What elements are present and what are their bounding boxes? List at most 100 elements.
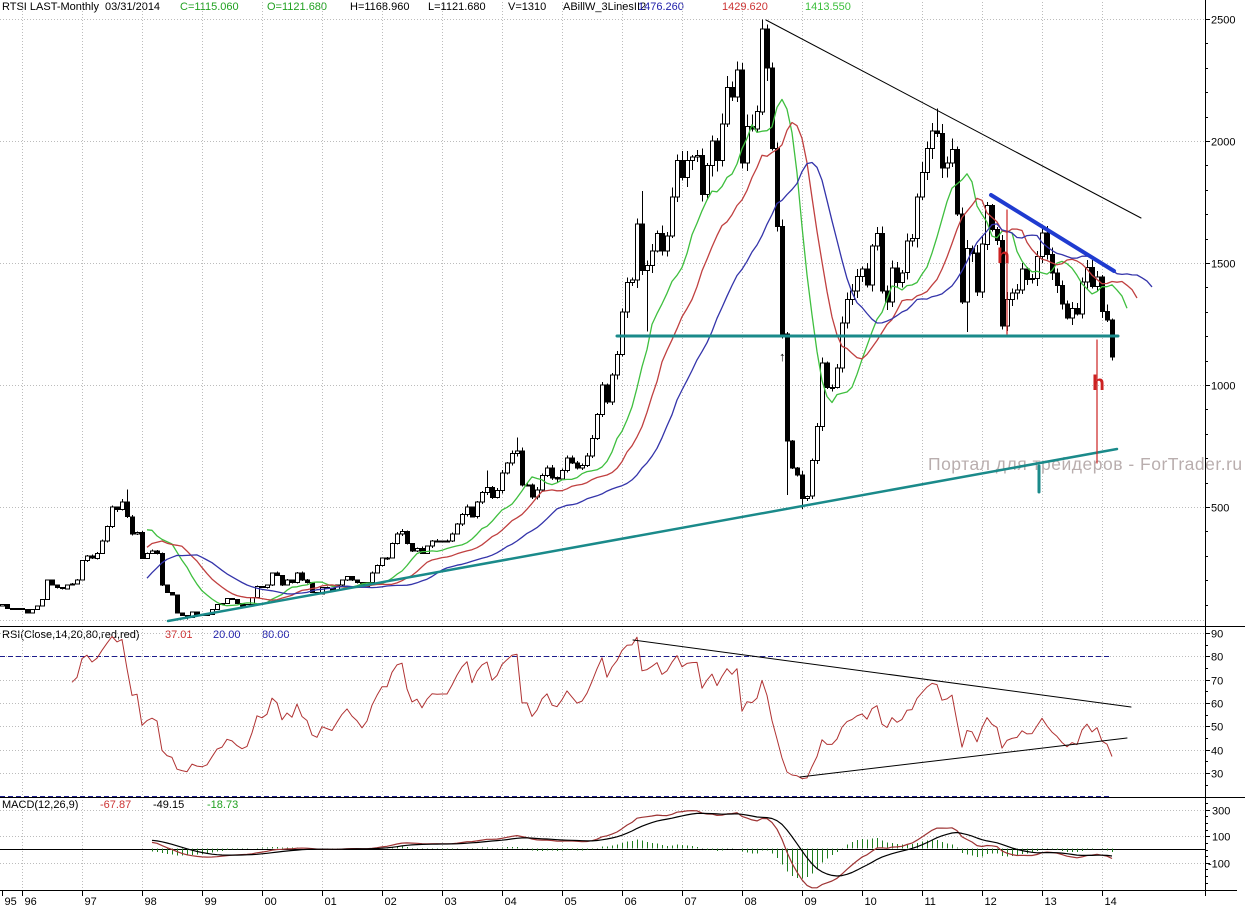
down-candle xyxy=(1060,285,1065,305)
up-candle xyxy=(735,69,740,98)
up-candle xyxy=(110,506,115,527)
down-candle xyxy=(520,450,525,486)
up-candle xyxy=(340,579,345,586)
up-candle xyxy=(870,245,875,286)
down-candle xyxy=(730,86,735,98)
down-candle xyxy=(1045,232,1050,256)
up-candle xyxy=(1080,281,1085,315)
up-candle xyxy=(425,545,430,554)
down-candle xyxy=(640,223,645,271)
down-candle xyxy=(575,462,580,469)
down-candle xyxy=(895,267,900,283)
up-candle xyxy=(375,565,380,574)
macd-hist-value: -18.73 xyxy=(207,799,239,811)
down-candle xyxy=(1110,319,1115,358)
down-candle xyxy=(765,28,770,69)
rsi-descending-trendline[interactable] xyxy=(632,639,1132,708)
down-candle xyxy=(55,584,60,588)
rsi-level-high: 80.00 xyxy=(262,629,290,641)
up-candle xyxy=(580,465,585,469)
pattern-upper-trendline[interactable] xyxy=(765,19,1142,219)
up-candle xyxy=(590,438,595,457)
down-candle xyxy=(50,579,55,586)
up-candle xyxy=(650,250,655,266)
up-candle xyxy=(625,282,630,313)
down-candle xyxy=(780,225,785,335)
up-candle xyxy=(930,130,935,149)
up-candle xyxy=(565,457,570,471)
down-candle xyxy=(550,467,555,479)
alligator-jaw-line xyxy=(146,161,1153,595)
rsi-ascending-trendline[interactable] xyxy=(799,737,1128,778)
up-candle xyxy=(515,450,520,454)
macd-histogram xyxy=(152,838,1113,879)
up-candle xyxy=(900,272,905,284)
down-candle xyxy=(235,599,240,604)
year-axis-label: 98 xyxy=(145,896,157,908)
down-candle xyxy=(90,555,95,559)
down-candle xyxy=(180,612,185,616)
year-axis-label: 96 xyxy=(25,896,37,908)
up-candle xyxy=(45,579,50,601)
down-candle xyxy=(275,572,280,576)
up-candle xyxy=(915,196,920,240)
down-candle xyxy=(25,609,30,614)
up-candle xyxy=(430,540,435,547)
down-candle xyxy=(785,333,790,442)
up-candle xyxy=(145,552,150,559)
up-candle xyxy=(920,172,925,198)
up-candle xyxy=(685,160,690,179)
down-candle xyxy=(405,530,410,545)
up-candle xyxy=(0,604,5,607)
rsi-line xyxy=(71,636,1113,780)
year-axis-label: 08 xyxy=(745,896,757,908)
down-candle xyxy=(305,579,310,584)
up-candle xyxy=(655,233,660,252)
up-candle xyxy=(1035,255,1040,280)
price-axis-label: 1500 xyxy=(1211,259,1235,271)
up-candle xyxy=(705,164,710,196)
price-axis-label: 2000 xyxy=(1211,137,1235,149)
down-candle xyxy=(470,506,475,518)
down-candle xyxy=(960,213,965,303)
rsi-axis-label: 70 xyxy=(1211,676,1223,688)
up-candle xyxy=(135,531,140,535)
up-candle xyxy=(560,469,565,480)
down-candle xyxy=(740,69,745,164)
year-axis-label: 12 xyxy=(985,896,997,908)
down-candle xyxy=(555,477,560,480)
up-candle xyxy=(910,238,915,242)
down-candle xyxy=(490,487,495,498)
rsi-label: RSI(Close,14,20,80,red,red) xyxy=(2,629,140,641)
down-candle xyxy=(530,484,535,498)
down-candle xyxy=(605,384,610,403)
up-candle xyxy=(635,223,640,281)
up-candle xyxy=(105,526,110,542)
symbol-label: RTSI LAST-Monthly xyxy=(2,1,99,13)
year-axis-label: 97 xyxy=(85,896,97,908)
down-candle xyxy=(800,474,805,499)
up-candle xyxy=(860,268,865,277)
up-candle xyxy=(905,240,910,274)
up-candle xyxy=(390,543,395,559)
up-candle xyxy=(35,605,40,610)
longterm-support-trendline[interactable] xyxy=(166,447,1119,623)
down-candle xyxy=(155,550,160,554)
year-axis-label: 01 xyxy=(325,896,337,908)
up-candle xyxy=(720,123,725,161)
alligator-lips-line xyxy=(146,98,1128,607)
down-candle xyxy=(290,579,295,584)
macd-signal-line xyxy=(151,812,1113,877)
down-candle xyxy=(1065,303,1070,319)
candles-layer xyxy=(0,19,1115,620)
down-candle xyxy=(1105,311,1110,321)
down-candle xyxy=(410,543,415,552)
up-candle xyxy=(925,147,930,174)
down-candle xyxy=(1100,276,1105,312)
up-candle xyxy=(485,487,490,493)
blue-resistance-trendline[interactable] xyxy=(989,193,1116,273)
up-candle xyxy=(95,552,100,559)
up-candle xyxy=(690,156,695,162)
